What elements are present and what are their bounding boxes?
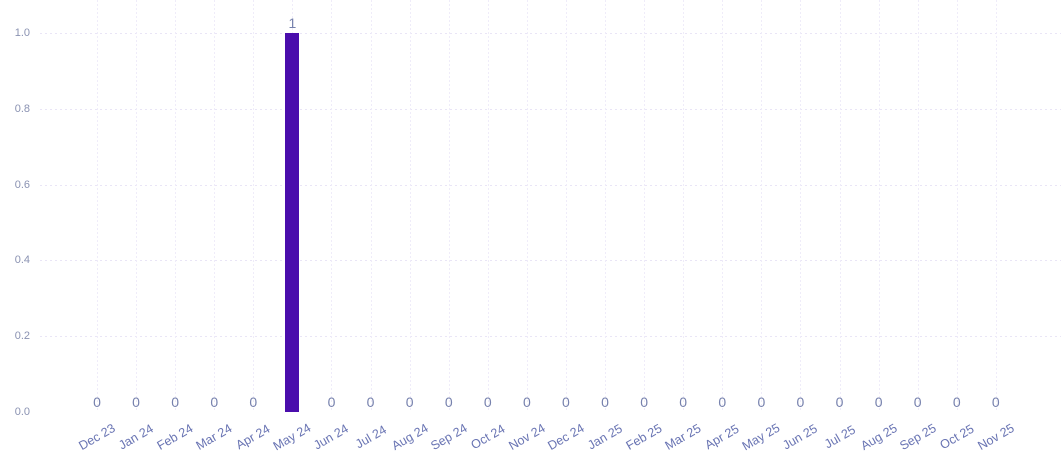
gridline-vertical [722, 0, 724, 412]
value-label: 0 [483, 394, 492, 410]
x-tick-label: Nov 25 [975, 421, 1017, 453]
x-tick-label: Feb 25 [623, 421, 665, 453]
value-label: 0 [796, 394, 805, 410]
y-tick-label: 1.0 [14, 27, 30, 39]
x-tick-label: May 25 [740, 420, 783, 454]
gridline-vertical [878, 0, 880, 412]
y-tick-label: 0.0 [14, 406, 30, 418]
value-label: 0 [93, 394, 101, 410]
gridline-vertical [995, 0, 997, 412]
gridline-vertical [565, 0, 567, 412]
gridline-vertical [605, 0, 607, 412]
x-tick-label: Jul 24 [352, 422, 389, 452]
value-label: 0 [562, 394, 570, 410]
gridline-vertical [448, 0, 450, 412]
x-tick-label: Sep 24 [428, 421, 470, 453]
value-label: 0 [913, 394, 922, 410]
value-label: 0 [718, 394, 727, 410]
gridline-horizontal [40, 260, 1061, 262]
x-tick-label: Jun 24 [311, 421, 352, 453]
x-tick-label: May 24 [271, 420, 314, 454]
y-tick-label: 0.8 [14, 102, 30, 115]
x-tick-label: Jun 25 [780, 421, 821, 453]
gridline-vertical [761, 0, 763, 412]
gridline-vertical [97, 0, 98, 412]
value-label: 0 [952, 394, 961, 410]
value-label: 0 [171, 394, 180, 410]
gridline-vertical [409, 0, 411, 412]
x-tick-label: Dec 24 [545, 421, 587, 453]
gridline-vertical [644, 0, 646, 412]
x-tick-label: Sep 25 [897, 421, 939, 453]
value-label: 0 [405, 394, 414, 410]
x-tick-label: Feb 24 [154, 421, 196, 453]
x-tick-label: Jul 25 [821, 422, 858, 452]
gridline-horizontal [40, 108, 1061, 110]
x-tick-label: Dec 23 [76, 421, 118, 453]
gridline-vertical [175, 0, 177, 412]
gridline-vertical [214, 0, 216, 412]
x-tick-label: Oct 25 [937, 421, 977, 453]
value-label: 0 [210, 394, 219, 410]
value-label: 0 [640, 394, 649, 410]
gridline-vertical [683, 0, 685, 412]
value-label: 0 [444, 394, 453, 410]
gridline-vertical [917, 0, 919, 412]
gridline-vertical [487, 0, 489, 412]
value-label: 0 [835, 394, 844, 410]
gridline-vertical [526, 0, 528, 412]
y-tick-label: 0.6 [14, 178, 30, 191]
x-tick-label: Jan 25 [585, 421, 625, 453]
value-label: 0 [522, 394, 531, 410]
x-tick-label: Aug 25 [857, 421, 900, 453]
gridline-vertical [839, 0, 841, 412]
value-label: 0 [249, 394, 258, 410]
gridline-vertical [253, 0, 255, 412]
value-label: 1 [288, 15, 297, 31]
value-label: 0 [132, 394, 140, 410]
gridline-horizontal [40, 33, 1061, 34]
value-label: 0 [991, 394, 1000, 410]
gridline-horizontal [40, 184, 1061, 186]
gridline-vertical [136, 0, 138, 412]
x-tick-label: Apr 24 [233, 421, 273, 453]
value-label: 0 [601, 394, 609, 410]
gridline-vertical [956, 0, 958, 412]
gridline-vertical [800, 0, 802, 412]
x-tick-label: Oct 24 [468, 421, 508, 453]
value-label: 0 [757, 394, 766, 410]
value-label: 0 [679, 394, 688, 410]
bar-may-24[interactable] [285, 33, 300, 412]
value-label: 0 [366, 394, 375, 410]
x-tick-label: Apr 25 [702, 421, 742, 453]
gridline-vertical [370, 0, 372, 412]
x-tick-label: Jan 24 [116, 421, 156, 453]
y-tick-label: 0.4 [14, 254, 30, 267]
x-tick-label: Mar 24 [193, 421, 235, 453]
gridline-vertical [331, 0, 333, 412]
x-tick-label: Nov 24 [506, 421, 548, 453]
value-label: 0 [874, 394, 883, 410]
gridline-horizontal [40, 336, 1061, 338]
x-tick-label: Mar 25 [662, 421, 704, 453]
y-tick-label: 0.2 [14, 330, 30, 343]
x-tick-label: Aug 24 [388, 421, 431, 453]
value-label: 0 [327, 394, 336, 410]
